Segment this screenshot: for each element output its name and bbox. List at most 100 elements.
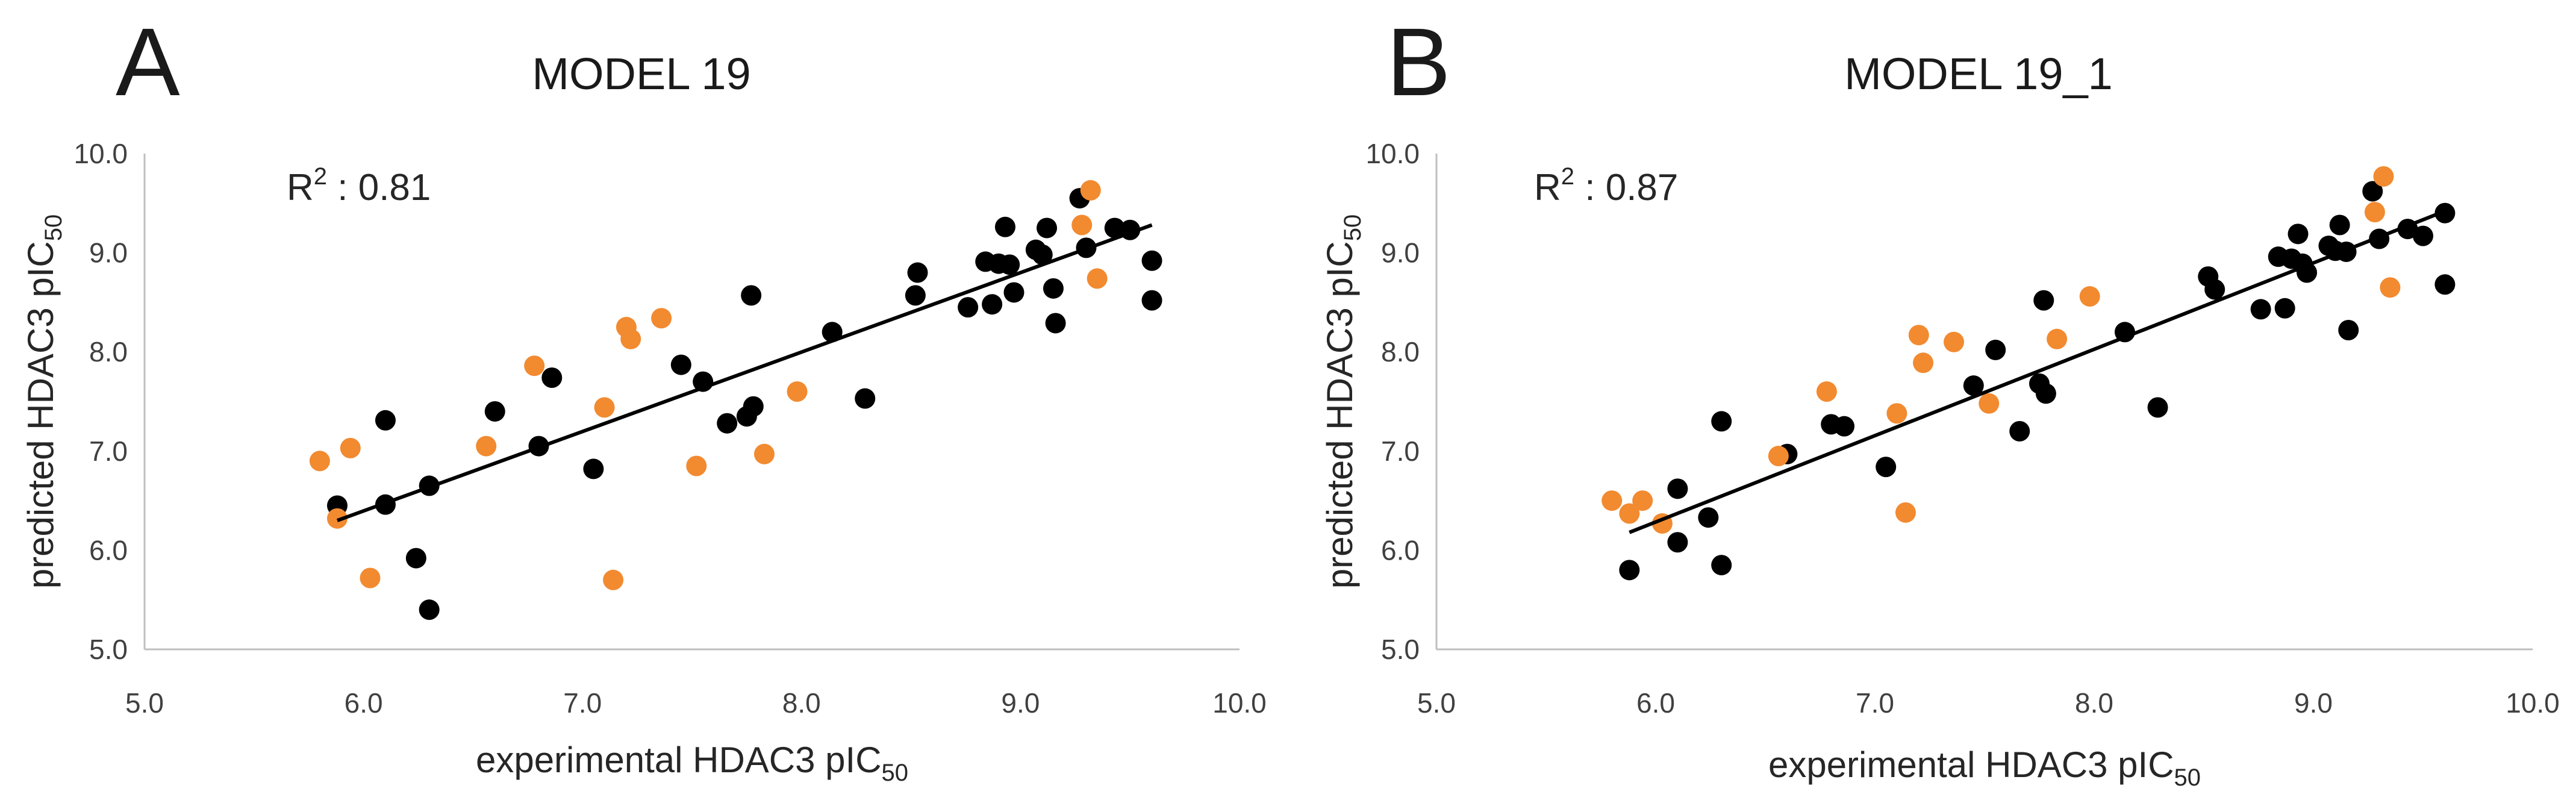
test-set-point bbox=[2364, 202, 2385, 223]
x-axis-title-main: experimental HDAC3 pIC bbox=[1768, 745, 2174, 785]
test-set-point bbox=[2380, 277, 2401, 298]
test-set-point bbox=[326, 508, 348, 529]
y-tick-label: 5.0 bbox=[89, 634, 128, 665]
test-set-point bbox=[2079, 286, 2100, 307]
training-set-point bbox=[2009, 420, 2030, 442]
y-axis-title-main: predicted HDAC3 pIC bbox=[20, 241, 61, 589]
regression-line bbox=[1629, 209, 2446, 534]
chart-title: MODEL 19 bbox=[532, 49, 750, 99]
training-set-point bbox=[2114, 322, 2135, 343]
y-tick-label: 6.0 bbox=[89, 534, 128, 566]
x-tick-label: 8.0 bbox=[782, 687, 821, 719]
training-set-point bbox=[717, 413, 738, 434]
test-set-point bbox=[1632, 490, 1653, 511]
x-axis-title: experimental HDAC3 pIC50 bbox=[476, 740, 908, 786]
x-tick-label: 10.0 bbox=[1212, 687, 1267, 719]
training-set-point bbox=[419, 599, 440, 620]
training-set-point bbox=[855, 388, 876, 409]
test-set-point bbox=[524, 355, 545, 376]
test-set-point bbox=[1895, 502, 1916, 523]
x-tick-label: 9.0 bbox=[2294, 687, 2333, 719]
y-tick-label: 9.0 bbox=[89, 237, 128, 269]
training-set-point bbox=[670, 354, 691, 375]
test-set-point bbox=[360, 567, 381, 589]
x-axis-title-subscript: 50 bbox=[882, 760, 909, 786]
y-tick-label: 8.0 bbox=[1381, 336, 1420, 367]
training-set-point bbox=[1003, 282, 1024, 303]
x-axis-title: experimental HDAC3 pIC50 bbox=[1768, 745, 2201, 791]
training-set-point bbox=[1711, 555, 1732, 576]
r2-annotation: R2 : 0.81 bbox=[287, 163, 431, 208]
training-set-point bbox=[541, 367, 563, 388]
x-tick-label: 7.0 bbox=[1856, 687, 1894, 719]
panel-b: B MODEL 19_1 5.0 6.0 7.0 8.0 9.0 10.0 5.0 6.0 7.0 8… bbox=[1320, 8, 2560, 791]
training-set-point bbox=[1876, 457, 1897, 478]
chart-title: MODEL 19_1 bbox=[1844, 49, 2113, 99]
training-set-point bbox=[1141, 290, 1162, 311]
training-set-point bbox=[907, 262, 928, 283]
training-set-point bbox=[2204, 279, 2225, 300]
test-set-point bbox=[1979, 393, 2000, 414]
y-axis-title: predicted HDAC3 pIC50 bbox=[1320, 214, 1366, 589]
training-set-point bbox=[2434, 274, 2456, 295]
test-set-point bbox=[753, 443, 775, 464]
y-axis-title-subscript: 50 bbox=[1339, 214, 1366, 242]
test-set-point bbox=[686, 455, 707, 476]
x-tick-label: 8.0 bbox=[2075, 687, 2113, 719]
x-tick-label: 6.0 bbox=[1636, 687, 1675, 719]
x-tick-label: 5.0 bbox=[1417, 687, 1456, 719]
y-tick-label: 10.0 bbox=[1365, 138, 1420, 169]
test-set-point bbox=[1601, 490, 1623, 511]
training-set-point bbox=[2147, 397, 2168, 418]
training-set-point bbox=[2274, 298, 2295, 319]
panel-a: A MODEL 19 5.0 6.0 7.0 8.0 9.0 10.0 5.0 6.0 7.0 8.0… bbox=[20, 8, 1267, 786]
training-set-point bbox=[1667, 478, 1688, 499]
training-set-point bbox=[1619, 560, 1640, 581]
r2-superscript: 2 bbox=[314, 163, 327, 190]
r2-value: : 0.81 bbox=[327, 167, 431, 208]
training-set-point bbox=[982, 294, 1003, 315]
test-set-point bbox=[1087, 268, 1108, 289]
x-tick-label: 7.0 bbox=[563, 687, 602, 719]
training-set-point bbox=[1104, 217, 1125, 239]
training-set-point bbox=[1037, 217, 1058, 239]
panel-letter: B bbox=[1386, 8, 1451, 116]
r2-symbol: R bbox=[1534, 167, 1561, 208]
test-set-point bbox=[1944, 331, 1965, 352]
test-set-point bbox=[1913, 352, 1934, 373]
training-set-point bbox=[1141, 250, 1162, 271]
test-set-point bbox=[1071, 214, 1093, 236]
r2-value: : 0.87 bbox=[1574, 167, 1678, 208]
y-tick-label: 7.0 bbox=[1381, 436, 1420, 467]
training-set-point bbox=[1834, 416, 1855, 437]
test-set-point bbox=[1886, 403, 1907, 424]
r2-annotation: R2 : 0.87 bbox=[1534, 163, 1678, 208]
training-set-point bbox=[1045, 313, 1066, 334]
training-set-point bbox=[2288, 223, 2309, 245]
training-set-point bbox=[741, 285, 762, 306]
r2-superscript: 2 bbox=[1561, 163, 1574, 190]
test-set-point bbox=[603, 569, 624, 590]
test-set-point bbox=[2373, 166, 2394, 187]
test-set-point bbox=[1768, 446, 1789, 467]
training-set-point bbox=[2413, 225, 2433, 246]
x-tick-label: 9.0 bbox=[1001, 687, 1040, 719]
y-axis-title-main: predicted HDAC3 pIC bbox=[1320, 241, 1360, 589]
panel-letter: A bbox=[116, 8, 180, 116]
training-set-point bbox=[1711, 411, 1732, 432]
training-set-point bbox=[958, 297, 979, 318]
training-set-point bbox=[1043, 278, 1064, 299]
test-set-point bbox=[1619, 503, 1640, 524]
x-axis-title-subscript: 50 bbox=[2174, 764, 2201, 791]
test-set-point bbox=[1816, 381, 1837, 402]
y-tick-label: 10.0 bbox=[73, 138, 128, 169]
training-set-point bbox=[2329, 214, 2350, 236]
training-set-point bbox=[2035, 383, 2056, 404]
training-set-point bbox=[2362, 181, 2383, 202]
training-set-point bbox=[405, 548, 426, 569]
training-set-point bbox=[2434, 202, 2456, 223]
training-set-point bbox=[905, 285, 926, 306]
training-set-point bbox=[484, 401, 505, 422]
test-set-point bbox=[476, 436, 497, 457]
